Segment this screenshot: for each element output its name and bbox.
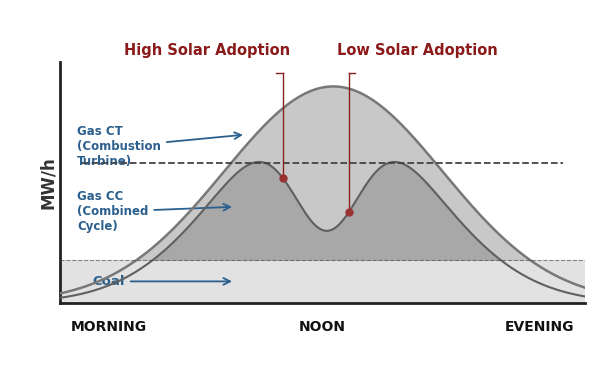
Text: Gas CT
(Combustion
Turbine): Gas CT (Combustion Turbine): [77, 125, 241, 168]
Text: NOON: NOON: [299, 320, 346, 334]
Text: MORNING: MORNING: [70, 320, 146, 334]
Text: Gas CC
(Combined
Cycle): Gas CC (Combined Cycle): [77, 190, 230, 233]
Y-axis label: MW/h: MW/h: [39, 156, 57, 209]
Text: Low Solar Adoption: Low Solar Adoption: [337, 42, 497, 58]
Bar: [60, 260, 585, 303]
Text: Coal: Coal: [92, 275, 230, 288]
Text: High Solar Adoption: High Solar Adoption: [124, 42, 290, 58]
Text: EVENING: EVENING: [505, 320, 574, 334]
